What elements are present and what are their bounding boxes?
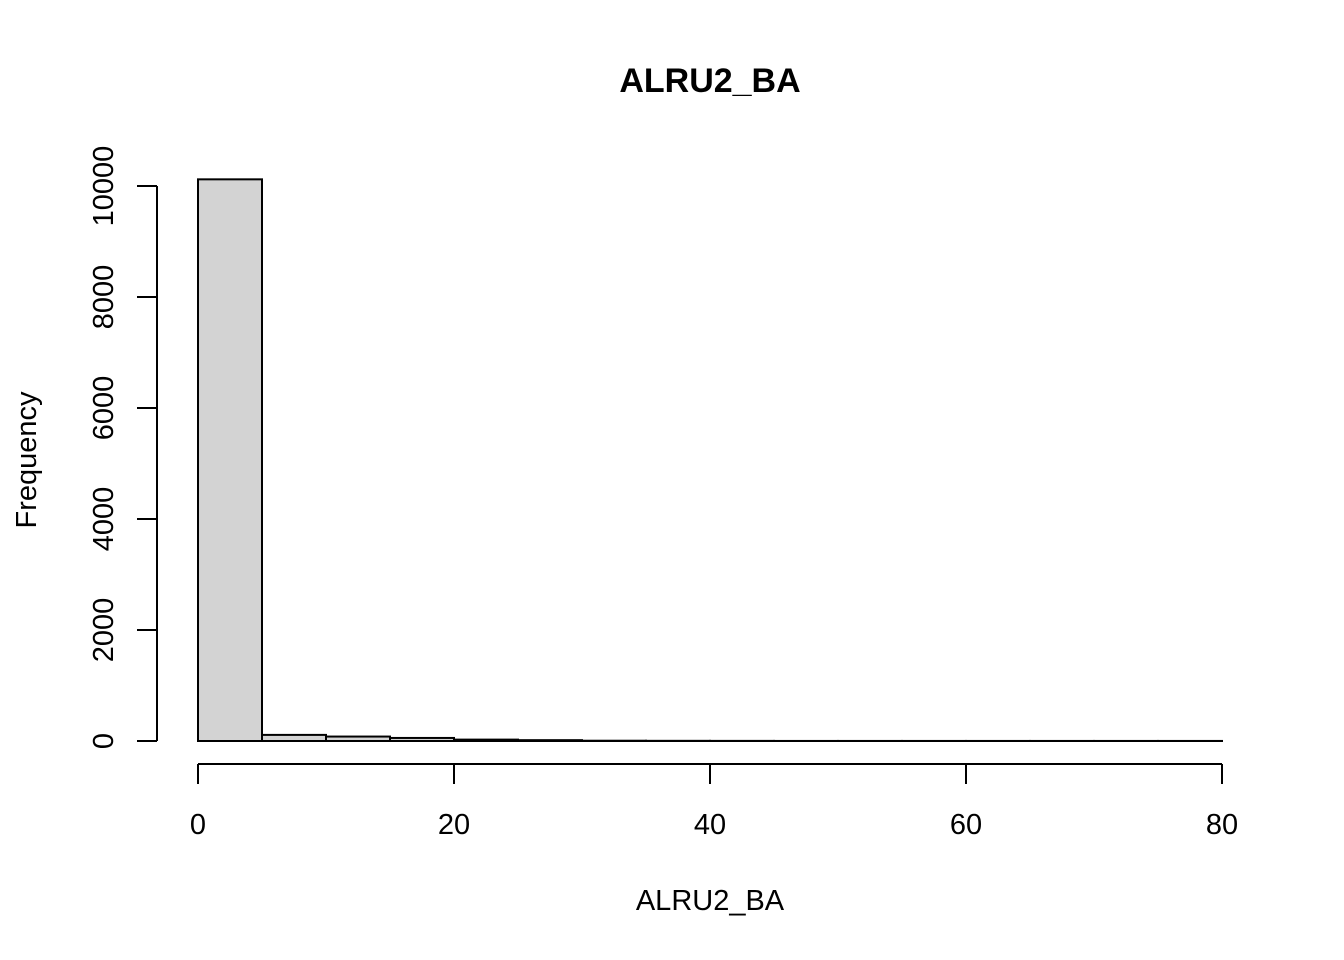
- histogram-bar-2: [325, 735, 391, 742]
- y-tick-label: 4000: [88, 487, 120, 552]
- chart-title: ALRU2_BA: [619, 62, 800, 100]
- x-tick-label: 20: [438, 809, 470, 841]
- y-tick-label: 6000: [88, 376, 120, 441]
- y-tick-label: 8000: [88, 265, 120, 330]
- histogram-bar-3: [389, 736, 455, 743]
- histogram-bar-5: [517, 739, 583, 742]
- x-axis: 0 20 40 60 80: [190, 763, 1238, 841]
- x-tick-label: 40: [694, 809, 726, 841]
- histogram-bar-1: [261, 733, 327, 743]
- x-axis-label: ALRU2_BA: [636, 885, 785, 917]
- bars-group: [197, 178, 1223, 743]
- histogram-bar-4: [453, 738, 519, 742]
- y-tick-label: 10000: [88, 146, 120, 227]
- x-tick-label: 80: [1206, 809, 1238, 841]
- y-tick-label: 0: [88, 733, 120, 749]
- histogram-bar-0: [197, 178, 263, 742]
- x-tick-label: 0: [190, 809, 206, 841]
- y-tick-label: 2000: [88, 598, 120, 663]
- y-axis-label: Frequency: [11, 391, 43, 529]
- x-tick-label: 60: [950, 809, 982, 841]
- y-axis: 0 2000 4000 6000 8000 10000: [88, 146, 158, 749]
